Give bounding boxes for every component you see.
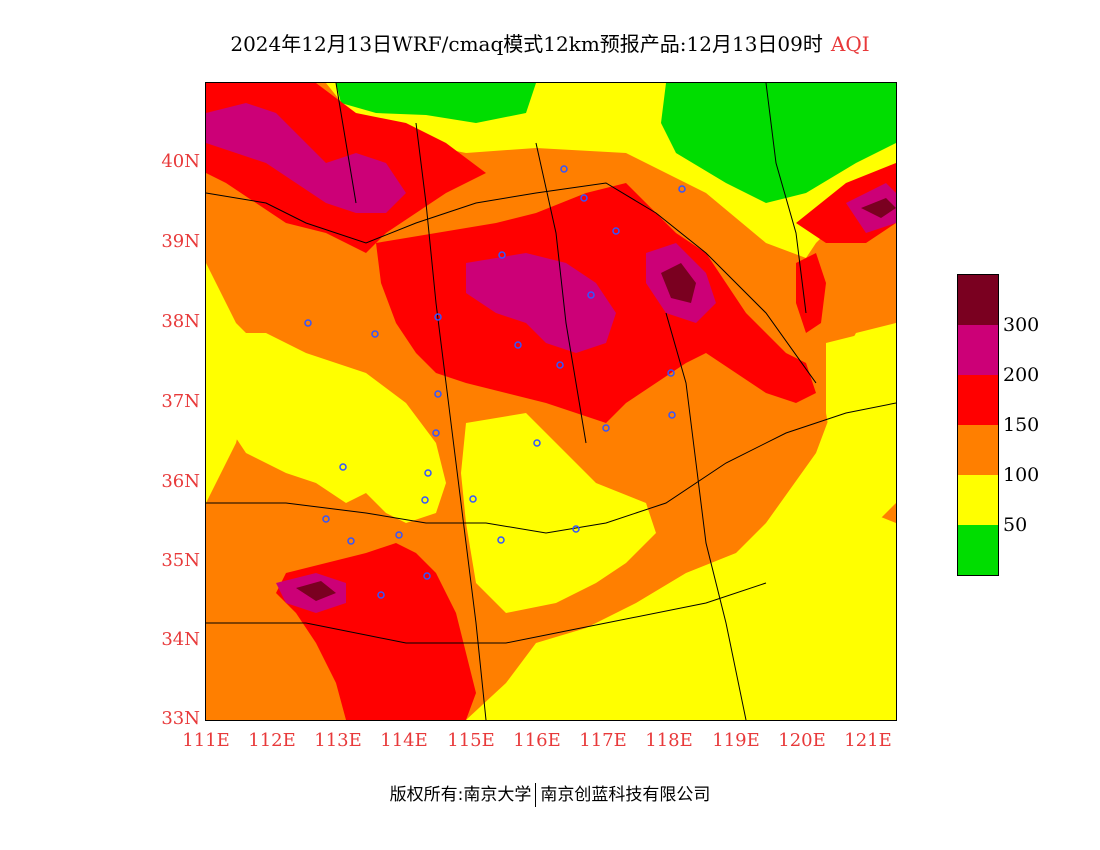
zone-yellow-west <box>206 333 446 523</box>
boundary-lines <box>206 83 896 720</box>
legend-colorbar <box>957 274 999 576</box>
zone-purple-north <box>206 103 406 213</box>
lat-label-33n: 33N <box>161 708 200 729</box>
lon-label-111e: 111E <box>182 730 230 751</box>
legend-swatch-hazardous <box>958 275 998 325</box>
zone-red-east <box>796 253 826 333</box>
legend-swatch-moderate <box>958 475 998 525</box>
aqi-map-svg <box>206 83 896 720</box>
aqi-map <box>205 82 897 721</box>
footer-separator <box>535 783 537 807</box>
legend-swatch-good <box>958 525 998 575</box>
legend-tick-300: 300 <box>1003 314 1040 336</box>
footer-copyright: 版权所有:南京大学 <box>389 785 532 805</box>
lat-label-36n: 36N <box>161 471 200 492</box>
lon-label-119e: 119E <box>712 730 760 751</box>
lon-label-118e: 118E <box>645 730 693 751</box>
legend-tick-50: 50 <box>1003 514 1028 536</box>
zone-darkred-southwest <box>296 581 336 601</box>
lon-label-112e: 112E <box>248 730 296 751</box>
copyright-footer: 版权所有:南京大学 南京创蓝科技有限公司 <box>0 780 1100 807</box>
legend-swatch-sensitive <box>958 425 998 475</box>
lon-label-116e: 116E <box>513 730 561 751</box>
legend-swatch-unhealthy <box>958 375 998 425</box>
lat-label-39n: 39N <box>161 231 200 252</box>
zone-green-north <box>336 83 536 123</box>
footer-company: 南京创蓝科技有限公司 <box>540 785 711 805</box>
zone-yellow-right <box>826 323 896 523</box>
title-main: 2024年12月13日WRF/cmaq模式12km预报产品:12月13日09时 <box>230 32 823 56</box>
lat-label-34n: 34N <box>161 629 200 650</box>
lon-label-113e: 113E <box>314 730 362 751</box>
lat-label-37n: 37N <box>161 391 200 412</box>
zone-darkred-east <box>661 263 696 303</box>
zone-yellow-se <box>526 503 896 720</box>
lon-label-117e: 117E <box>579 730 627 751</box>
city-markers <box>304 165 686 599</box>
legend-tick-200: 200 <box>1003 364 1040 386</box>
lon-label-114e: 114E <box>380 730 428 751</box>
map-title: 2024年12月13日WRF/cmaq模式12km预报产品:12月13日09时 A… <box>0 28 1100 57</box>
lon-label-121e: 121E <box>844 730 892 751</box>
lat-label-40n: 40N <box>161 151 200 172</box>
lat-label-35n: 35N <box>161 550 200 571</box>
legend-tick-100: 100 <box>1003 464 1040 486</box>
lon-label-115e: 115E <box>447 730 495 751</box>
zone-yellow-center <box>461 413 656 613</box>
zone-purple-central <box>466 253 616 353</box>
legend-tick-150: 150 <box>1003 414 1040 436</box>
legend-swatch-very-unhealthy <box>958 325 998 375</box>
title-variable: AQI <box>830 32 870 56</box>
zone-darkred-northeast <box>861 198 896 218</box>
lat-label-38n: 38N <box>161 311 200 332</box>
lon-label-120e: 120E <box>778 730 826 751</box>
zone-green-northeast <box>661 83 896 203</box>
